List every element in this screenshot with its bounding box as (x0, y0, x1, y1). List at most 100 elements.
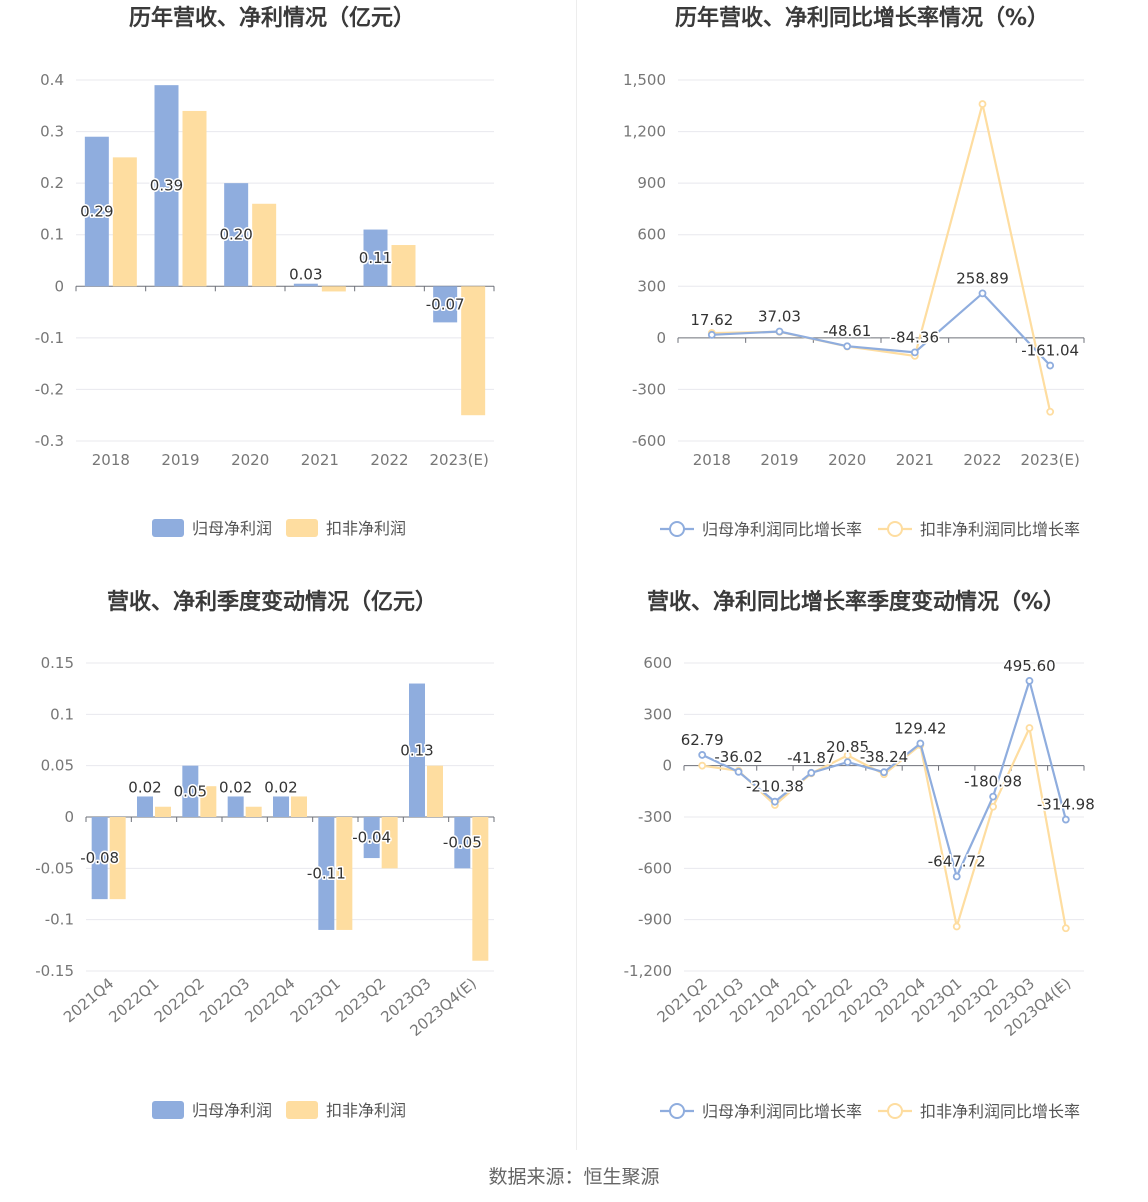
annual-profit-legend-label: 归母净利润 (192, 519, 272, 538)
quarterly-growth-data-label: -647.72 (928, 852, 986, 870)
quarterly-profit-bar-deducted-profit (200, 786, 217, 817)
quarterly-profit-xtick-label: 2022Q4 (241, 974, 298, 1026)
quarterly-profit-legend-label: 归母净利润 (192, 1101, 272, 1120)
annual-profit-data-label: 0.11 (359, 249, 392, 267)
quarterly-growth-point-parent-growth (1025, 676, 1034, 685)
quarterly-growth-point-parent-growth (916, 739, 925, 748)
annual-profit-bar-deducted-profit (112, 157, 137, 287)
quarterly-profit-data-label: -0.04 (352, 829, 391, 847)
quarterly-profit-xtick-label: 2023Q1 (287, 974, 344, 1026)
quarterly-growth-point-deducted-growth (952, 922, 961, 931)
quarterly-growth-data-label: -36.02 (714, 748, 762, 766)
quarterly-growth-legend-marker (887, 1103, 903, 1119)
quarterly-growth-title: 营收、净利同比增长率季度变动情况（%） (647, 589, 1065, 615)
chart-annual-growth: 历年营收、净利同比增长率情况（%） 1,500 1,200 900 600 300 0 -30… (574, 0, 1148, 580)
quarterly-growth-legend-marker (669, 1103, 685, 1119)
quarterly-growth-point-parent-growth (989, 792, 997, 801)
annual-profit-title: 历年营收、净利情况（亿元） (129, 5, 415, 31)
annual-growth-ytick-label: 900 (637, 174, 666, 192)
annual-profit-data-label: 0.29 (80, 203, 113, 221)
chart-quarterly-growth-svg: 营收、净利同比增长率季度变动情况（%） 600 300 0 -300 -600 -900 -1… (624, 589, 1097, 1121)
annual-growth-ytick-label: 600 (637, 226, 666, 244)
quarterly-profit-bar-parent-profit (363, 817, 380, 859)
quarterly-profit-bar-deducted-profit (245, 806, 262, 817)
annual-growth-point-deducted-growth (1046, 407, 1055, 416)
quarterly-growth-data-label: -41.87 (787, 749, 835, 767)
annual-profit-bar-deducted-profit (321, 286, 346, 292)
quarterly-profit-data-label: 0.05 (174, 782, 207, 800)
annual-profit-bar-parent-profit (84, 136, 109, 287)
quarterly-profit-ytick-label: 0.05 (41, 757, 74, 775)
quarterly-growth-legend-label: 归母净利润同比增长率 (702, 1102, 862, 1121)
annual-profit-legend-swatch (286, 519, 318, 537)
annual-profit-xtick-label: 2020 (231, 451, 269, 469)
annual-growth-xtick-label: 2023(E) (1020, 451, 1079, 469)
annual-growth-data-label: 37.03 (758, 307, 801, 325)
panel-divider (576, 0, 577, 1150)
annual-growth-point-parent-growth (775, 327, 784, 336)
annual-profit-bar-deducted-profit (252, 203, 277, 287)
annual-profit-data-label: -0.07 (426, 295, 465, 313)
annual-profit-bar-parent-profit (224, 183, 249, 287)
annual-profit-ytick-label: 0.2 (40, 174, 64, 192)
chart-annual-profit-svg: 历年营收、净利情况（亿元） 0.4 0.3 0.2 0.1 0 -0.1 -0.2 -0.3 20… (35, 5, 495, 538)
annual-profit-bar-deducted-profit (391, 245, 416, 287)
quarterly-profit-data-label: -0.08 (80, 849, 119, 867)
quarterly-profit-bar-parent-profit (182, 765, 199, 817)
quarterly-growth-data-label: 20.85 (826, 738, 869, 756)
annual-profit-ytick-label: -0.1 (35, 329, 64, 347)
annual-growth-ytick-label: 0 (656, 329, 666, 347)
annual-growth-ytick-label: 300 (637, 277, 666, 295)
annual-growth-data-label: 258.89 (956, 269, 1009, 287)
quarterly-growth-data-label: -180.98 (964, 773, 1022, 791)
quarterly-profit-bar-parent-profit (454, 817, 471, 869)
annual-growth-xtick-label: 2020 (828, 451, 866, 469)
quarterly-profit-ytick-label: 0.15 (41, 654, 74, 672)
chart-quarterly-profit: 营收、净利季度变动情况（亿元） 0.15 0.1 0.05 0 -0.05 -0.1 -0.1… (0, 580, 574, 1160)
quarterly-profit-legend-label: 扣非净利润 (326, 1101, 406, 1120)
quarterly-profit-xtick-label: 2022Q1 (105, 974, 162, 1026)
annual-profit-legend-label: 扣非净利润 (326, 519, 406, 538)
quarterly-profit-bar-parent-profit (227, 796, 244, 817)
quarterly-growth-legend-label: 扣非净利润同比增长率 (920, 1102, 1080, 1121)
chart-annual-profit: 历年营收、净利情况（亿元） 0.4 0.3 0.2 0.1 0 -0.1 -0.2 -0.3 20… (0, 0, 574, 580)
annual-growth-ytick-label: 1,500 (623, 71, 666, 89)
annual-growth-point-parent-growth (978, 289, 987, 298)
chart-quarterly-growth: 营收、净利同比增长率季度变动情况（%） 600 300 0 -300 -600 -900 -1… (574, 580, 1148, 1160)
quarterly-profit-bar-deducted-profit (427, 765, 443, 817)
quarterly-growth-data-label: 495.60 (1003, 657, 1056, 675)
quarterly-profit-xtick-label: 2022Q3 (196, 974, 253, 1026)
annual-growth-ytick-label: -300 (632, 380, 666, 398)
annual-growth-xtick-label: 2018 (693, 451, 731, 469)
quarterly-growth-point-deducted-growth (1061, 924, 1070, 933)
quarterly-profit-data-label: 0.13 (400, 741, 433, 759)
quarterly-growth-point-parent-growth (771, 797, 779, 806)
annual-profit-bar-parent-profit (154, 85, 179, 287)
annual-profit-xtick-label: 2018 (92, 451, 130, 469)
quarterly-growth-point-deducted-growth (698, 761, 707, 770)
quarterly-profit-data-label: -0.05 (443, 834, 482, 852)
annual-growth-xtick-label: 2021 (896, 451, 934, 469)
quarterly-profit-bar-deducted-profit (291, 796, 307, 817)
annual-growth-point-parent-growth (707, 330, 716, 339)
annual-profit-bar-parent-profit (433, 286, 458, 323)
quarterly-profit-data-label: -0.11 (307, 864, 346, 882)
annual-growth-ytick-label: 1,200 (623, 123, 666, 141)
quarterly-profit-ytick-label: 0.1 (50, 705, 74, 723)
quarterly-profit-bar-deducted-profit (472, 817, 489, 961)
quarterly-profit-data-label: 0.02 (128, 778, 161, 796)
annual-growth-ytick-label: -600 (632, 432, 666, 450)
quarterly-profit-bar-parent-profit (318, 817, 335, 930)
annual-profit-bar-parent-profit (293, 283, 318, 287)
quarterly-growth-data-label: 129.42 (894, 720, 947, 738)
quarterly-profit-legend-swatch (152, 1101, 184, 1119)
quarterly-growth-ytick-label: -1,200 (624, 962, 672, 980)
quarterly-profit-xtick-label: 2021Q4 (60, 974, 117, 1026)
annual-growth-point-deducted-growth (978, 100, 987, 108)
quarterly-growth-data-label: 62.79 (681, 731, 724, 749)
data-source-footer: 数据来源：恒生聚源 (488, 1166, 660, 1188)
quarterly-growth-point-deducted-growth (1025, 724, 1034, 732)
annual-growth-legend-marker (669, 521, 685, 537)
annual-growth-data-label: -48.61 (823, 322, 871, 340)
quarterly-growth-point-deducted-growth (989, 802, 997, 811)
